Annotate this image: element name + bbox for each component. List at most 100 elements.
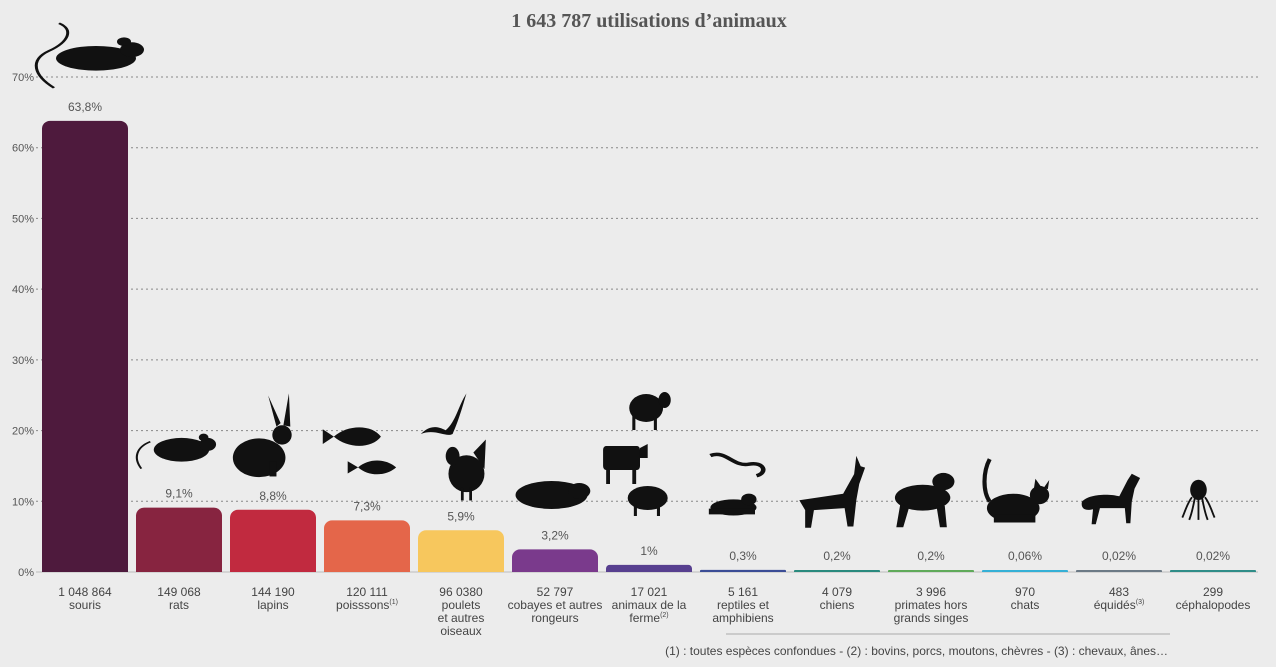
category-count: 5 161	[728, 585, 758, 599]
horse-icon	[1081, 473, 1141, 525]
category-label-text: lapins	[257, 598, 288, 612]
guinea-pig-icon	[515, 481, 591, 509]
bar	[1076, 570, 1162, 572]
bar	[606, 564, 692, 572]
category-count: 4 079	[822, 585, 852, 599]
bar-value-label: 0,02%	[1196, 549, 1230, 563]
bar	[136, 507, 222, 572]
category-label: animaux de la	[612, 598, 687, 612]
category-label-text: et autres	[438, 611, 485, 625]
rat-icon	[135, 433, 217, 470]
category-count: 149 068	[157, 585, 201, 599]
category-label-text: poisssons	[336, 598, 389, 612]
category-label-text: chiens	[820, 598, 855, 612]
category-count: 120 111	[346, 585, 388, 599]
category-label-text: chats	[1011, 598, 1040, 612]
bar	[324, 520, 410, 572]
footnote-marker: (3)	[1136, 599, 1145, 606]
category-label: poisssons(1)	[336, 598, 398, 612]
dog-icon	[799, 455, 866, 528]
bars	[42, 120, 1256, 572]
y-tick-label: 50%	[12, 213, 34, 225]
farm-animals-icon	[603, 392, 671, 516]
bar-value-label: 63,8%	[68, 100, 102, 114]
fish-icon	[322, 427, 397, 475]
bar-value-label: 8,8%	[259, 489, 287, 503]
footnote: (1) : toutes espèces confondues - (2) : …	[665, 644, 1168, 658]
category-label: reptiles et	[717, 598, 770, 612]
bar	[982, 570, 1068, 572]
category-label-text: poulets	[442, 598, 481, 612]
bar-value-label: 0,2%	[823, 549, 851, 563]
category-label: et autres	[438, 611, 485, 625]
category-label-text: souris	[69, 598, 101, 612]
category-label: souris	[69, 598, 101, 612]
y-tick-label: 0%	[18, 567, 34, 579]
category-label-text: primates hors	[895, 598, 968, 612]
category-label: rats	[169, 598, 189, 612]
bar-value-label: 9,1%	[165, 487, 193, 501]
y-tick-label: 40%	[12, 284, 34, 296]
snake-frog-icon	[708, 452, 766, 516]
monkey-icon	[894, 472, 955, 528]
category-count: 96 0380	[439, 585, 483, 599]
category-label-text: rats	[169, 598, 189, 612]
footnote-marker: (2)	[660, 612, 669, 619]
category-label-text: cobayes et autres	[508, 598, 603, 612]
bar-value-label: 3,2%	[541, 528, 569, 542]
category-label-text: rongeurs	[531, 611, 578, 625]
category-label: primates hors	[895, 598, 968, 612]
cat-icon	[982, 458, 1050, 523]
category-label: céphalopodes	[1176, 598, 1251, 612]
category-label-text: grands singes	[894, 611, 969, 625]
y-tick-label: 70%	[12, 72, 34, 84]
category-label: cobayes et autres	[508, 598, 603, 612]
category-count: 299	[1203, 585, 1223, 599]
bar	[1170, 570, 1256, 572]
y-tick-label: 30%	[12, 355, 34, 367]
bar	[42, 120, 128, 572]
category-label-text: céphalopodes	[1176, 598, 1251, 612]
category-label-text: oiseaux	[440, 624, 481, 638]
category-label: rongeurs	[531, 611, 578, 625]
chicken-bird-icon	[420, 393, 486, 501]
category-count: 1 048 864	[58, 585, 112, 599]
category-label-text: ferme	[629, 611, 660, 625]
category-label: poulets	[442, 598, 481, 612]
category-label: grands singes	[894, 611, 969, 625]
y-axis-ticks: 0% 10% 20% 30% 40% 50% 60% 70%	[12, 72, 34, 579]
category-count: 52 797	[537, 585, 574, 599]
bar	[230, 509, 316, 572]
category-label: équidés(3)	[1094, 598, 1145, 612]
bar-value-label: 5,9%	[447, 509, 475, 523]
footnote-marker: (1)	[389, 599, 398, 606]
category-label: ferme(2)	[629, 611, 668, 625]
y-tick-label: 20%	[12, 426, 34, 438]
category-count: 970	[1015, 585, 1035, 599]
y-tick-label: 10%	[12, 496, 34, 508]
bar	[794, 570, 880, 572]
bar-value-label: 0,3%	[729, 549, 757, 563]
category-label: lapins	[257, 598, 288, 612]
bar	[512, 549, 598, 572]
category-label: oiseaux	[440, 624, 481, 638]
bar-value-label: 0,02%	[1102, 549, 1136, 563]
bar-value-label: 0,06%	[1008, 549, 1042, 563]
category-count: 144 190	[251, 585, 295, 599]
category-label-text: animaux de la	[612, 598, 687, 612]
bar	[418, 530, 504, 572]
category-label: amphibiens	[712, 611, 773, 625]
category-label-text: amphibiens	[712, 611, 773, 625]
mouse-icon	[35, 22, 144, 89]
bar-value-label: 7,3%	[353, 499, 381, 513]
category-label-text: équidés	[1094, 598, 1136, 612]
animal-icons	[35, 22, 1216, 528]
category-count: 3 996	[916, 585, 946, 599]
y-tick-label: 60%	[12, 143, 34, 155]
category-count: 17 021	[631, 585, 668, 599]
octopus-icon	[1181, 479, 1216, 521]
rabbit-icon	[232, 393, 292, 478]
category-label-text: reptiles et	[717, 598, 770, 612]
